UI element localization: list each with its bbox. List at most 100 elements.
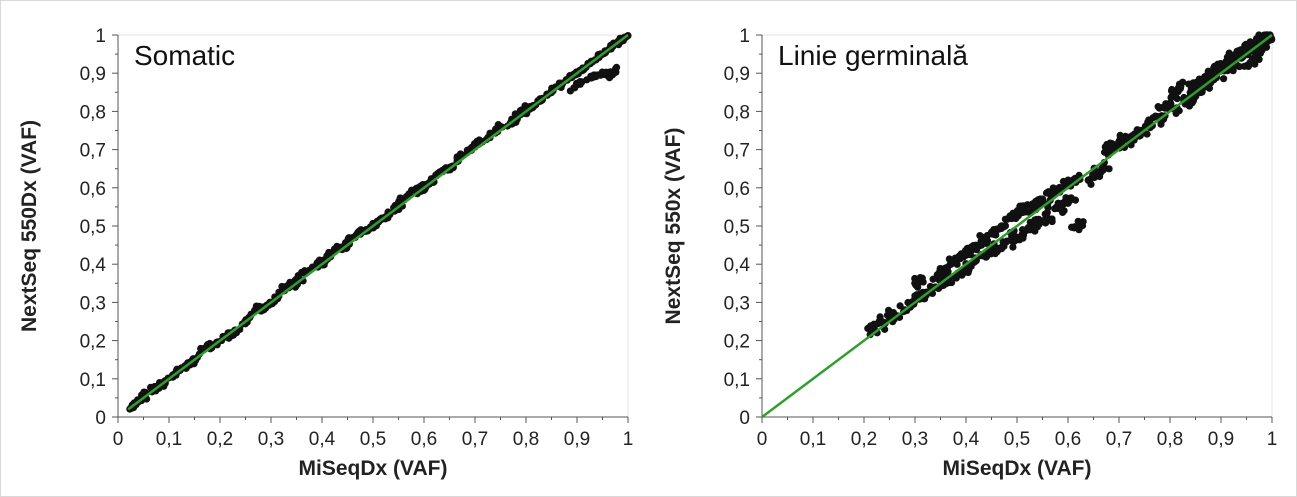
data-point (1033, 218, 1042, 226)
y-tick-label: 0,1 (724, 370, 750, 391)
data-point (1003, 237, 1011, 246)
y-axis-title: NextSeq 550x (VAF) (662, 128, 685, 325)
data-point (1084, 176, 1093, 184)
data-point (1048, 187, 1057, 196)
y-tick-label: 0,6 (80, 179, 106, 200)
x-tick-label: 0,9 (564, 429, 590, 450)
data-point (1044, 204, 1052, 212)
data-point (1054, 203, 1062, 211)
data-point (957, 252, 965, 261)
x-tick-label: 0,2 (851, 429, 877, 450)
data-point (1064, 199, 1072, 207)
data-point (1219, 75, 1228, 83)
data-point (976, 231, 984, 240)
data-point (1094, 168, 1103, 177)
data-point (1023, 226, 1031, 234)
data-point (982, 252, 991, 261)
x-tick-label: 0,9 (1208, 429, 1234, 450)
data-point (1071, 196, 1080, 204)
data-point (997, 222, 1006, 230)
data-point (929, 275, 937, 283)
data-point (1060, 207, 1068, 215)
y-tick-label: 0,4 (724, 255, 751, 276)
data-point (936, 268, 945, 276)
x-tick-label: 0,1 (156, 429, 182, 450)
x-tick-label: 0,8 (1157, 429, 1183, 450)
y-tick-label: 0,8 (80, 102, 106, 123)
y-tick-label: 0,9 (724, 64, 750, 85)
y-tick-label: 0,5 (724, 217, 750, 238)
x-axis-title: MiSeqDx (VAF) (299, 457, 448, 480)
data-point (1099, 163, 1107, 172)
data-point (588, 73, 597, 81)
data-point (1068, 223, 1076, 231)
y-tick-label: 0 (95, 408, 106, 429)
x-tick-label: 0,4 (953, 429, 980, 450)
y-tick-label: 0,5 (80, 217, 106, 238)
x-tick-label: 0,3 (902, 429, 928, 450)
x-tick-label: 0 (757, 429, 768, 450)
fit-line (127, 33, 629, 411)
data-point (983, 237, 992, 245)
data-point (1018, 206, 1026, 215)
data-point (1009, 243, 1017, 251)
data-point (1115, 138, 1123, 146)
x-tick-label: 0,1 (800, 429, 826, 450)
data-point (1176, 84, 1184, 93)
data-point (1161, 103, 1169, 112)
data-point (946, 260, 955, 269)
data-point (911, 279, 919, 288)
data-point (1225, 49, 1233, 57)
y-tick-label: 0,3 (80, 293, 106, 314)
data-point (1008, 214, 1016, 223)
data-point (987, 229, 996, 238)
data-point (1143, 130, 1151, 138)
data-point (1258, 46, 1266, 55)
y-tick-label: 0,2 (80, 332, 106, 353)
data-point (1167, 100, 1175, 108)
data-point (1175, 107, 1183, 115)
y-tick-label: 0,4 (80, 255, 107, 276)
y-tick-label: 0,3 (724, 293, 750, 314)
y-tick-label: 0,2 (724, 332, 750, 353)
data-point (1171, 92, 1179, 100)
x-tick-label: 0,7 (1106, 429, 1132, 450)
y-tick-label: 0 (739, 408, 750, 429)
x-tick-label: 0,8 (513, 429, 539, 450)
chart-panel-1: 0 0,1 0,2 0,3 0,4 0,5 0,6 0,7 0,8 0,9 1 0 0,1 0,2 0,3 0… (18, 26, 633, 480)
data-point (1247, 57, 1256, 66)
data-point (1043, 214, 1052, 223)
y-tick-label: 0,7 (724, 141, 750, 162)
x-tick-label: 0,6 (1055, 429, 1081, 450)
panel-title: Linie germinală (778, 40, 968, 71)
data-point (1167, 87, 1176, 95)
data-point (1013, 233, 1021, 242)
x-tick-label: 1 (623, 429, 634, 450)
x-tick-label: 0,7 (462, 429, 488, 450)
x-tick-label: 0,5 (360, 429, 386, 450)
panel-title: Somatic (134, 40, 235, 71)
x-tick-label: 0,2 (207, 429, 233, 450)
y-tick-label: 1 (95, 26, 106, 47)
data-point (1074, 222, 1082, 230)
x-tick-label: 0,5 (1004, 429, 1030, 450)
fit-line (761, 33, 1273, 419)
data-point (573, 80, 581, 89)
x-axis-title: MiSeqDx (VAF) (943, 457, 1092, 480)
data-point (1240, 62, 1248, 70)
data-point (1019, 231, 1028, 239)
x-tick-label: 0 (113, 429, 124, 450)
data-point (608, 69, 617, 77)
data-point (511, 110, 519, 118)
x-tick-label: 0,6 (411, 429, 437, 450)
y-axis-title: NextSeq 550Dx (VAF) (18, 120, 41, 332)
data-point (1105, 165, 1113, 173)
data-point (1028, 203, 1037, 211)
y-tick-label: 0,8 (724, 102, 750, 123)
y-tick-label: 0,1 (80, 370, 106, 391)
data-point (598, 69, 607, 77)
x-tick-label: 1 (1267, 429, 1278, 450)
data-point (612, 63, 621, 71)
